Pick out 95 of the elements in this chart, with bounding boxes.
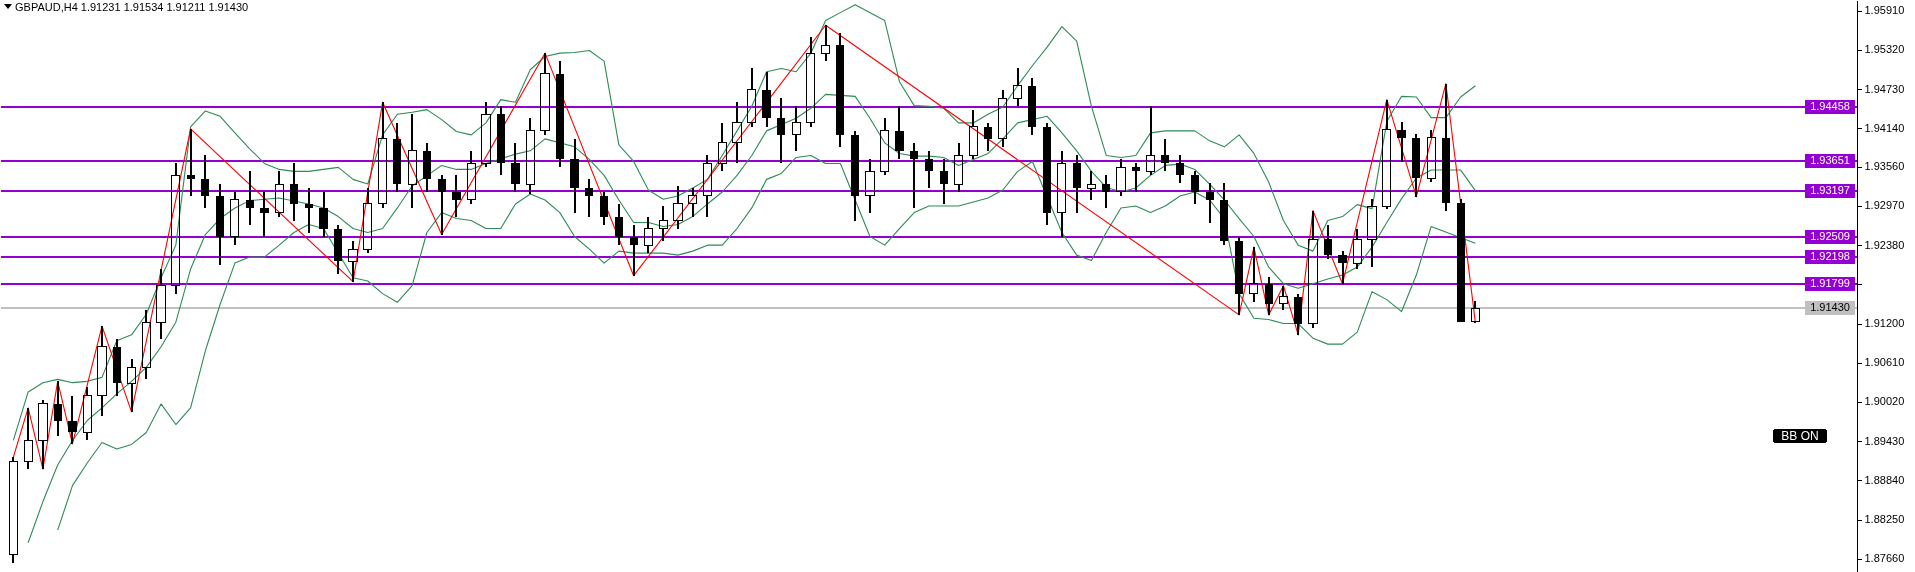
candlestick [895,105,904,161]
candlestick [393,121,402,193]
y-tick-label: 1.90020 [1864,395,1905,408]
candlestick [201,154,210,209]
y-tick-label: 1.90610 [1864,356,1905,369]
candlestick [1456,197,1465,322]
y-tick-label: 1.94730 [1864,82,1905,95]
candlestick [836,31,845,148]
candlestick [1220,182,1229,247]
candlestick [260,191,269,238]
candlestick [319,191,328,238]
line-series [57,154,1476,531]
candlestick [1131,162,1140,193]
candlestick [1382,98,1392,210]
candlestick [555,60,564,169]
candlestick [1412,132,1421,198]
candlestick [614,202,623,247]
candlestick [702,154,713,218]
candlestick [245,170,254,226]
candlestick [762,70,771,128]
candlestick [1028,76,1037,136]
candlestick [1057,149,1067,238]
candlestick [1338,250,1347,285]
candlestick [1308,209,1318,329]
ref-line-label: 1.92198 [1810,250,1850,263]
candlestick [112,337,121,397]
candlestick [791,105,801,152]
y-tick-label: 1.88840 [1864,473,1905,486]
candlestick [1397,120,1406,164]
candlestick [171,162,181,295]
candlestick [1086,170,1097,201]
candlestick [304,187,313,234]
candlestick [910,141,919,209]
line-series [27,93,1476,544]
ref-line-label: 1.94458 [1810,100,1850,113]
candlestick [496,105,505,177]
y-tick-label: 1.92380 [1864,238,1905,251]
ref-line-label: 1.91799 [1810,276,1850,289]
candlestick [600,191,609,226]
candlestick [1175,154,1185,185]
candlestick [334,223,343,275]
candlestick [777,97,786,165]
candlestick [274,170,284,218]
candlestick [924,149,934,190]
candlestick [1072,154,1081,214]
y-tick-label: 1.89430 [1864,434,1905,447]
candlestick [851,129,860,222]
ref-line-label: 1.92509 [1810,229,1850,242]
candlestick [865,158,875,214]
candlestick [53,380,62,438]
candlestick [511,141,520,193]
candlestick [629,223,638,277]
candlestick [289,162,299,222]
candlestick [1043,121,1052,226]
candlestick [1102,174,1111,209]
candlestick [407,113,417,209]
candlestick [732,101,742,165]
candlestick [1249,246,1259,304]
y-tick-label: 1.95910 [1864,4,1905,17]
candlestick [156,268,166,340]
candlestick [97,325,107,417]
candlestick [141,309,151,381]
y-tick-label: 1.88250 [1864,513,1905,526]
candlestick [422,141,431,193]
candlestick [1323,223,1332,261]
candlestick [1190,170,1199,205]
ref-line-label: 1.91430 [1810,301,1850,314]
y-tick-label: 1.91200 [1864,317,1905,330]
candlestick [216,183,225,267]
y-tick-label: 1.94140 [1864,121,1905,134]
candlestick [1264,276,1273,316]
candlestick [437,174,446,236]
candlestick [658,204,668,243]
candlestick [673,185,683,230]
chart-title: GBPAUD,H4 1.91231 1.91534 1.91211 1.91430 [15,1,249,13]
candlestick [585,178,594,218]
candlestick [525,117,535,195]
ref-line-label: 1.93651 [1810,153,1850,166]
y-tick-label: 1.93560 [1864,160,1905,173]
ref-line-label: 1.93197 [1810,183,1850,196]
candlestick [1161,137,1170,173]
y-tick-label: 1.95320 [1864,43,1905,56]
candlestick [570,137,579,214]
candlestick [1441,82,1450,212]
candlestick [126,357,137,413]
candlestick [452,174,461,218]
y-tick-label: 1.92970 [1864,199,1905,212]
text: BB ON [1781,429,1819,443]
candlestick [1205,182,1214,224]
candlestick [983,121,993,152]
y-tick-label: 1.87660 [1864,552,1905,565]
candlestick [939,158,948,205]
candlestick [998,88,1008,148]
candlestick [68,394,77,445]
candlestick [186,127,195,197]
